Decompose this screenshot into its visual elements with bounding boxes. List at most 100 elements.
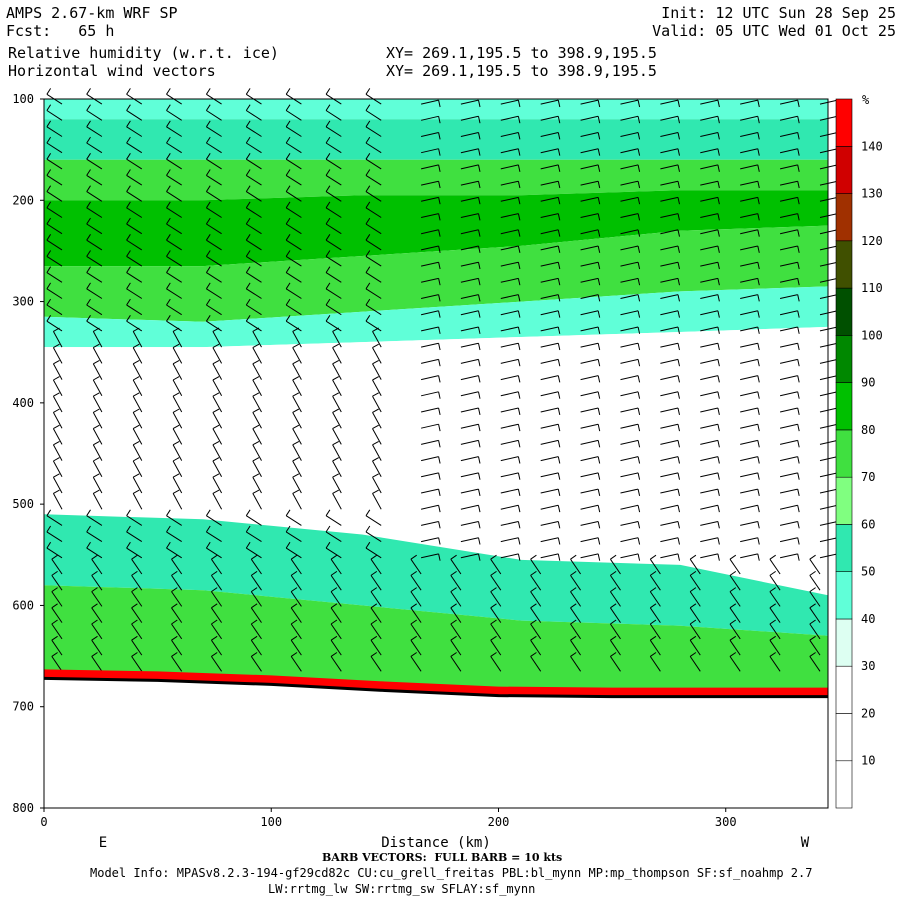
wind-barb xyxy=(649,607,661,623)
wind-barb-flag xyxy=(677,99,680,108)
wind-barb xyxy=(285,239,302,251)
wind-barb-flag xyxy=(557,407,561,416)
wind-barb-flag xyxy=(597,181,601,189)
wind-barb-flag xyxy=(46,282,52,290)
wind-barb-flag xyxy=(438,229,441,237)
colorbar-label: 80 xyxy=(861,423,875,437)
wind-barb-flag xyxy=(637,537,641,545)
wind-barb xyxy=(700,245,719,251)
wind-barb xyxy=(131,607,143,623)
wind-barb xyxy=(620,407,639,413)
wind-barb-flag xyxy=(166,104,171,111)
wind-barb xyxy=(580,342,599,348)
wind-barb-flag xyxy=(126,201,131,209)
wind-barb xyxy=(570,591,582,607)
wind-barb-flag xyxy=(410,652,417,657)
wind-barb xyxy=(660,180,679,186)
wind-barb-flag xyxy=(650,554,657,560)
wind-barb xyxy=(292,331,302,348)
wind-barb xyxy=(819,521,838,526)
wind-barb-flag xyxy=(610,603,617,609)
wind-barb xyxy=(166,223,182,235)
wind-barb xyxy=(500,213,519,218)
wind-barb xyxy=(172,331,183,348)
wind-barb xyxy=(660,358,679,364)
wind-barb-flag xyxy=(330,587,338,593)
wind-barb-flag xyxy=(597,359,601,367)
wind-barb xyxy=(580,439,599,445)
wind-barb xyxy=(700,521,719,526)
wind-barb xyxy=(131,656,143,672)
wind-barb xyxy=(372,493,382,510)
wind-barb xyxy=(252,395,262,413)
wind-barb xyxy=(620,245,639,251)
colorbar-label: 120 xyxy=(861,234,883,248)
wind-barb xyxy=(570,558,582,575)
wind-barb-flag xyxy=(570,570,577,576)
wind-barb-flag xyxy=(86,104,91,111)
wind-barb-flag xyxy=(717,553,720,561)
wind-barb xyxy=(292,428,302,445)
wind-barb xyxy=(620,196,639,202)
wind-barb-flag xyxy=(93,392,100,397)
wind-barb-flag xyxy=(729,570,737,576)
wind-barb xyxy=(292,493,302,510)
wind-barb xyxy=(570,607,582,623)
wind-barb-flag xyxy=(251,603,258,609)
wind-barb-flag xyxy=(172,489,180,494)
wind-barb xyxy=(779,521,798,526)
wind-barb xyxy=(166,158,182,170)
wind-barb-flag xyxy=(438,407,441,416)
wind-barb xyxy=(325,320,342,332)
wind-barb-flag xyxy=(252,489,260,494)
wind-barb-flag xyxy=(171,570,178,576)
wind-barb xyxy=(252,493,262,510)
wind-barb xyxy=(246,191,262,202)
wind-barb xyxy=(365,142,382,154)
east-label: E xyxy=(99,835,107,851)
wind-barb-flag xyxy=(131,652,138,657)
wind-barb-flag xyxy=(797,440,800,448)
wind-barb-flag xyxy=(205,509,211,516)
wind-barb-flag xyxy=(325,266,331,273)
wind-barb-flag xyxy=(557,488,561,497)
wind-barb xyxy=(620,537,639,543)
wind-barb xyxy=(460,229,479,235)
wind-barb-flag xyxy=(86,201,91,209)
wind-barb xyxy=(500,294,519,299)
wind-barb-flag xyxy=(677,132,680,140)
wind-barb xyxy=(52,476,63,494)
wind-barb xyxy=(819,229,838,235)
wind-barb xyxy=(252,331,262,348)
wind-barb xyxy=(740,358,758,364)
wind-barb xyxy=(580,148,599,154)
wind-barb-flag xyxy=(438,294,441,302)
wind-barb-flag xyxy=(478,343,481,351)
wind-barb xyxy=(779,342,798,348)
wind-barb-flag xyxy=(530,652,537,657)
wind-barb xyxy=(819,488,838,494)
wind-barb xyxy=(540,245,559,251)
wind-barb-flag xyxy=(251,554,258,560)
forecast-hour: Fcst: 65 h xyxy=(6,22,115,40)
wind-barb-flag xyxy=(597,262,601,270)
wind-barb-flag xyxy=(53,440,60,446)
wind-barb xyxy=(92,428,103,445)
wind-barb xyxy=(290,591,302,607)
rh-band-2 xyxy=(44,159,828,201)
wind-barb-flag xyxy=(46,153,52,160)
wind-barb-flag xyxy=(478,472,481,480)
wind-barb-flag xyxy=(450,619,457,625)
wind-barb-flag xyxy=(171,587,178,593)
wind-barb-flag xyxy=(557,440,561,448)
wind-barb xyxy=(171,575,183,591)
wind-barb xyxy=(250,558,262,575)
wind-barb xyxy=(460,504,479,510)
wind-barb xyxy=(660,537,679,543)
wind-barb-flag xyxy=(757,116,760,124)
wind-barb-flag xyxy=(245,266,251,273)
wind-barb-flag xyxy=(650,635,657,641)
plot-frame xyxy=(43,98,829,809)
colorbar-label: 90 xyxy=(861,376,875,390)
wind-barb xyxy=(779,115,798,121)
